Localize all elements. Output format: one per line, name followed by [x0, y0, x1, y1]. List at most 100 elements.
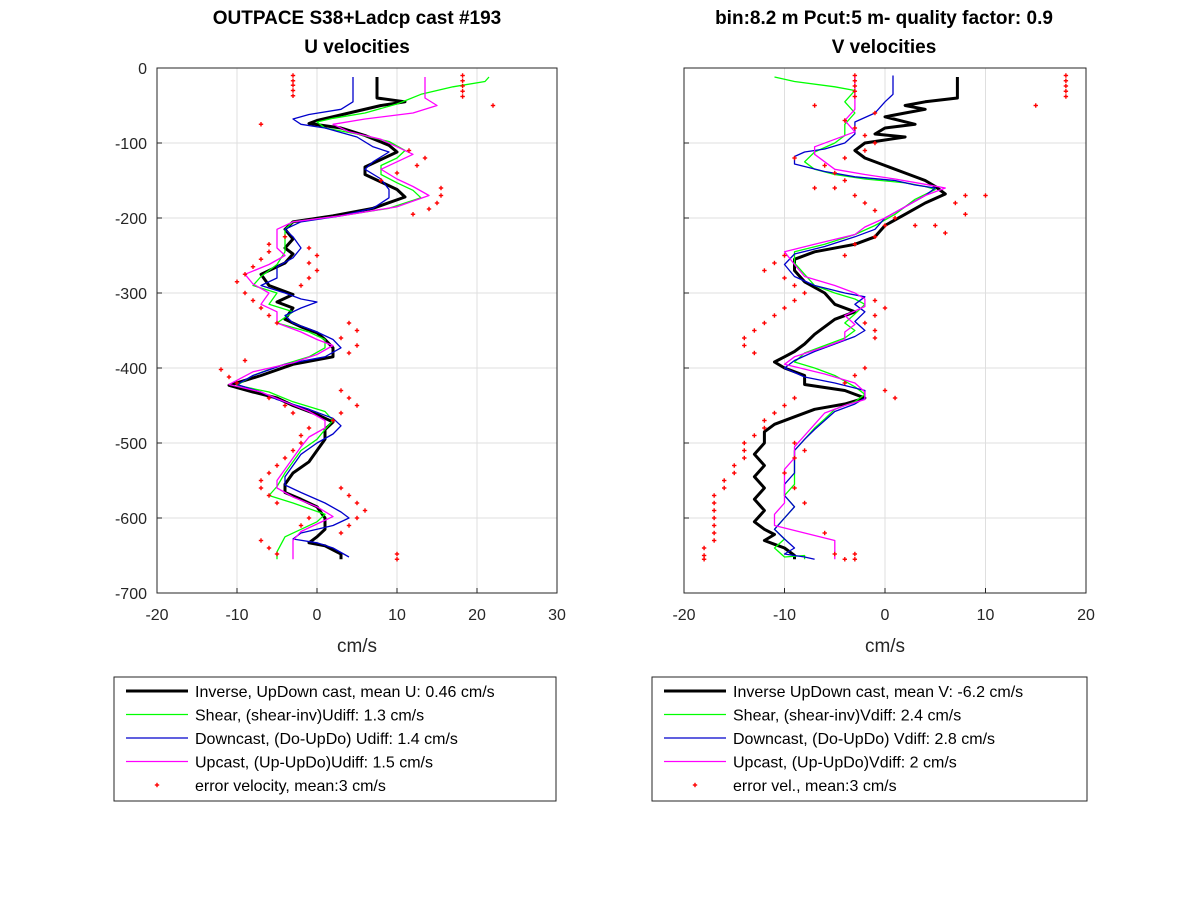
- u-error-velocity-marker: [282, 403, 288, 408]
- u-y-tick-label: -400: [115, 361, 147, 378]
- u-error-velocity-marker: [346, 320, 352, 326]
- u-error-velocity-marker: [258, 485, 264, 491]
- v-error-velocity-marker: [852, 242, 858, 247]
- u-error-velocity-marker: [274, 463, 280, 468]
- v-error-velocity-marker: [963, 193, 968, 198]
- v-error-velocity-marker: [1063, 83, 1069, 89]
- u-error-velocity-marker: [414, 163, 420, 168]
- u-y-tick-label: -500: [115, 436, 147, 453]
- v-error-velocity-marker: [701, 557, 707, 562]
- u-y-tick-label: 0: [138, 61, 147, 78]
- v-error-velocity-marker: [792, 395, 797, 401]
- v-series-0-line: [752, 77, 959, 560]
- u-error-velocity-marker: [330, 418, 336, 423]
- v-error-velocity-marker: [802, 290, 807, 296]
- v-error-velocity-marker: [862, 365, 868, 371]
- u-error-velocity-marker: [394, 551, 400, 557]
- v-error-velocity-marker: [933, 223, 938, 228]
- u-error-velocity-marker: [274, 500, 280, 506]
- u-velocity-panel: OUTPACE S38+Ladcp cast #193 U velocities…: [113, 8, 566, 802]
- v-error-velocity-marker: [762, 320, 767, 326]
- u-error-velocity-marker: [338, 485, 344, 491]
- u-chart-subtitle: U velocities: [304, 37, 410, 58]
- u-error-velocity-marker: [290, 78, 296, 83]
- v-error-velocity-marker: [711, 523, 717, 528]
- v-x-tick-label: 20: [1077, 607, 1095, 624]
- u-error-velocity-marker: [298, 440, 304, 446]
- v-error-velocity-marker: [802, 448, 807, 453]
- v-error-velocity-marker: [983, 193, 988, 198]
- v-error-velocity-marker: [792, 455, 797, 461]
- u-y-tick-labels: 0 -100 -200 -300 -400 -500 -600 -700: [115, 61, 147, 603]
- v-error-velocity-marker: [862, 200, 868, 206]
- v-error-velocity-marker: [832, 170, 837, 176]
- u-error-velocity-marker: [306, 515, 312, 521]
- v-x-tick-label: -10: [773, 607, 796, 624]
- u-error-velocity-marker: [314, 268, 320, 273]
- u-error-velocity-marker: [394, 557, 400, 562]
- v-error-velocity-marker: [812, 103, 817, 108]
- v-error-velocity-marker: [852, 373, 858, 378]
- v-error-velocity-marker: [802, 500, 807, 506]
- v-error-velocity-marker: [892, 215, 898, 221]
- u-x-tick-label: 30: [548, 607, 566, 624]
- v-legend-label-4: error vel., mean:3 cm/s: [733, 778, 897, 795]
- u-error-velocity-marker: [354, 515, 360, 521]
- u-error-velocity-marker: [266, 313, 272, 318]
- v-error-velocity-marker: [832, 551, 837, 557]
- u-error-velocity-marker: [242, 290, 248, 296]
- u-series-2-line: [236, 77, 390, 558]
- u-error-velocity-marker: [290, 83, 296, 88]
- v-error-velocity-marker: [842, 557, 847, 562]
- v-error-velocity-marker: [872, 208, 878, 213]
- u-x-tick-label: 10: [388, 607, 406, 624]
- v-error-velocity-marker: [832, 185, 837, 191]
- v-chart-title: bin:8.2 m Pcut:5 m- quality factor: 0.9: [715, 8, 1053, 29]
- u-legend-label-1: Shear, (shear-inv)Udiff: 1.3 cm/s: [195, 708, 424, 725]
- u-error-velocity-marker: [426, 206, 432, 212]
- u-error-velocity-marker: [226, 374, 232, 380]
- u-error-velocity-marker: [354, 403, 360, 408]
- u-y-tick-label: -100: [115, 136, 147, 153]
- v-error-velocity-marker: [742, 448, 747, 453]
- v-error-velocity-marker: [963, 212, 968, 217]
- u-error-velocity-marker: [258, 478, 264, 483]
- u-error-velocity-marker: [338, 410, 344, 416]
- u-error-velocity-marker: [354, 328, 360, 333]
- u-x-tick-labels: -20 -10 0 10 20 30: [145, 607, 566, 624]
- v-error-velocity-marker: [752, 433, 757, 438]
- u-error-velocity-marker: [460, 94, 465, 99]
- v-x-tick-labels: -20 -10 0 10 20: [672, 607, 1095, 624]
- u-error-velocity-marker: [282, 234, 288, 239]
- u-error-velocity-marker: [290, 88, 296, 93]
- v-error-velocity-marker: [772, 313, 777, 318]
- v-error-velocity-marker: [792, 485, 797, 491]
- v-velocity-panel: bin:8.2 m Pcut:5 m- quality factor: 0.9 …: [651, 8, 1095, 802]
- u-error-velocity-marker: [298, 433, 304, 438]
- u-legend: Inverse, UpDown cast, mean U: 0.46 cm/s S…: [113, 676, 557, 802]
- u-error-velocity-marker: [266, 249, 272, 254]
- v-error-velocity-marker: [742, 440, 747, 446]
- v-error-velocity-marker: [762, 425, 767, 431]
- v-error-velocity-marker: [711, 493, 717, 498]
- v-error-velocity-marker: [882, 223, 888, 228]
- v-error-velocity-marker: [711, 515, 717, 521]
- v-error-velocity-marker: [872, 140, 878, 146]
- u-error-velocity-marker: [460, 83, 465, 89]
- u-error-velocity-marker: [406, 148, 412, 153]
- u-x-tick-label: -10: [225, 607, 248, 624]
- v-error-velocity-marker: [732, 463, 737, 468]
- u-x-tick-label: 0: [313, 607, 322, 624]
- v-error-velocity-marker: [792, 298, 797, 303]
- u-error-velocity-marker: [354, 500, 360, 506]
- u-error-velocity-marker: [460, 89, 465, 94]
- v-error-velocity-marker: [872, 328, 878, 333]
- v-series-2-line: [773, 75, 936, 560]
- u-legend-label-0: Inverse, UpDown cast, mean U: 0.46 cm/s: [195, 684, 495, 701]
- u-error-velocity-marker: [434, 200, 440, 206]
- v-x-axis-label: cm/s: [865, 636, 905, 657]
- v-x-tick-label: 0: [881, 607, 890, 624]
- u-error-velocity-marker: [250, 264, 256, 269]
- u-error-velocity-marker: [346, 523, 352, 528]
